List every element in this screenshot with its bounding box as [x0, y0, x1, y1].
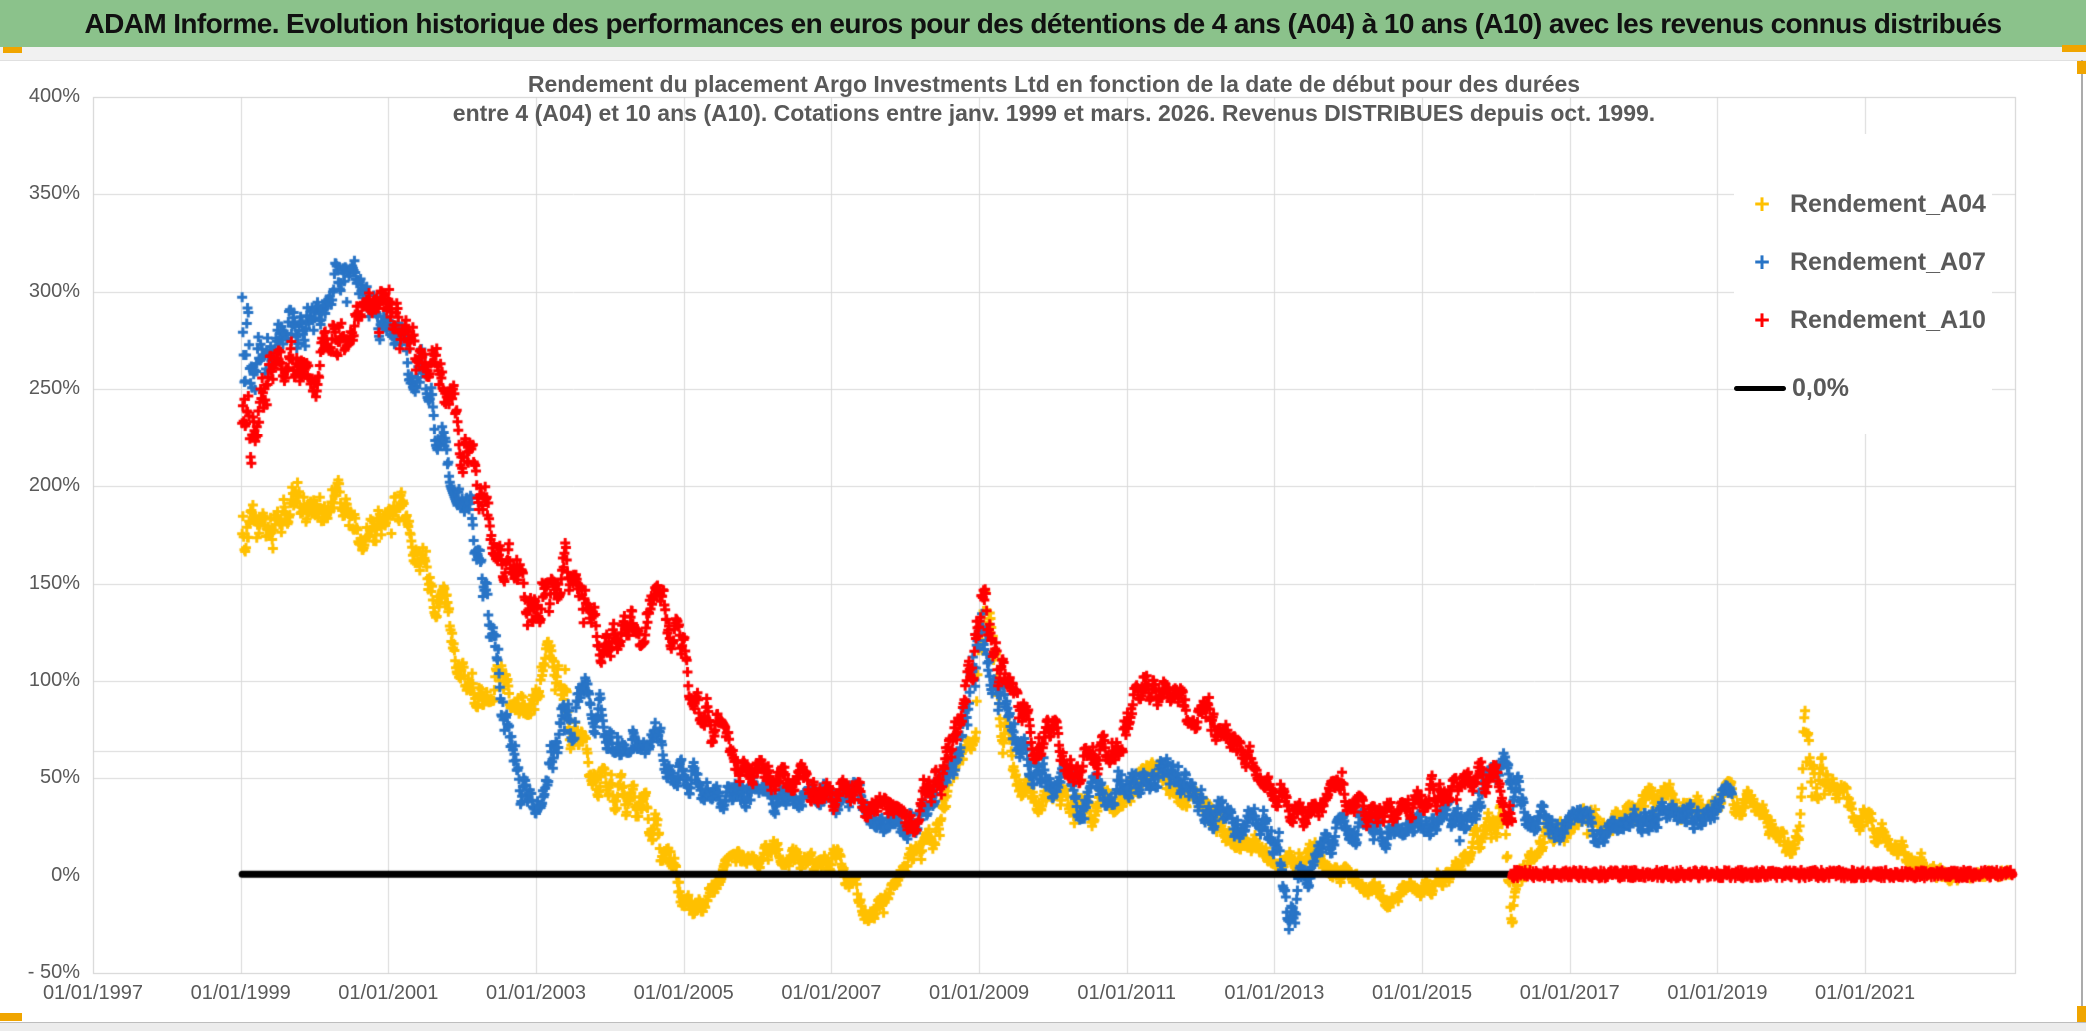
legend-item-0-0-[interactable]: 0,0% — [1734, 371, 1849, 405]
y-tick-label: 200% — [28, 474, 80, 497]
window-bottom-strip — [0, 1022, 2086, 1031]
x-tick-label: 01/01/2011 — [1077, 982, 1177, 1004]
chart-legend[interactable]: + Rendement_A04 + Rendement_A07 + Rendement_A… — [1734, 134, 1992, 434]
x-tick-label: 01/01/2001 — [338, 982, 439, 1004]
zero-line-swatch — [1734, 385, 1786, 391]
plus-marker-icon: + — [1754, 188, 1770, 219]
y-tick-label: 300% — [28, 279, 80, 302]
y-tick-label: 400% — [28, 85, 80, 107]
x-tick-label: 01/01/1999 — [190, 982, 291, 1004]
x-tick-label: 01/01/2017 — [1519, 982, 1620, 1004]
x-tick-label: 01/01/2021 — [1815, 982, 1916, 1004]
legend-item-rendement-a07[interactable]: + Rendement_A07 — [1734, 245, 1986, 279]
plus-marker-icon: + — [1754, 304, 1770, 335]
legend-label: Rendement_A04 — [1790, 189, 1986, 218]
plus-marker-icon: + — [1754, 246, 1770, 277]
y-tick-label: 0% — [51, 863, 80, 886]
x-tick-label: 01/01/1997 — [42, 982, 144, 1004]
legend-label: Rendement_A10 — [1790, 305, 1986, 334]
legend-label: 0,0% — [1792, 373, 1849, 402]
y-tick-label: - 50% — [27, 961, 80, 983]
x-tick-label: 01/01/2015 — [1372, 982, 1473, 1004]
chart-title-line2: entre 4 (A04) et 10 ans (A10). Cotations… — [452, 100, 1656, 126]
x-tick-label: 01/01/2009 — [928, 982, 1030, 1004]
x-tick-label: 01/01/2013 — [1224, 982, 1325, 1004]
chart-title-line1: Rendement du placement Argo Investments … — [527, 71, 1581, 97]
x-tick-label: 01/01/2005 — [633, 982, 734, 1004]
legend-label: Rendement_A07 — [1790, 247, 1986, 276]
x-tick-label: 01/01/2003 — [485, 982, 587, 1004]
x-tick-label: 01/01/2007 — [781, 982, 882, 1004]
y-tick-label: 350% — [28, 182, 80, 205]
y-tick-label: 50% — [39, 766, 80, 789]
legend-item-rendement-a04[interactable]: + Rendement_A04 — [1734, 187, 1986, 221]
x-tick-label: 01/01/2019 — [1667, 982, 1768, 1004]
chart-title: Rendement du placement Argo Investments … — [93, 70, 2015, 128]
y-tick-label: 150% — [28, 571, 80, 594]
y-tick-label: 250% — [28, 377, 80, 399]
y-tick-label: 100% — [28, 669, 80, 691]
legend-item-rendement-a10[interactable]: + Rendement_A10 — [1734, 303, 1986, 337]
